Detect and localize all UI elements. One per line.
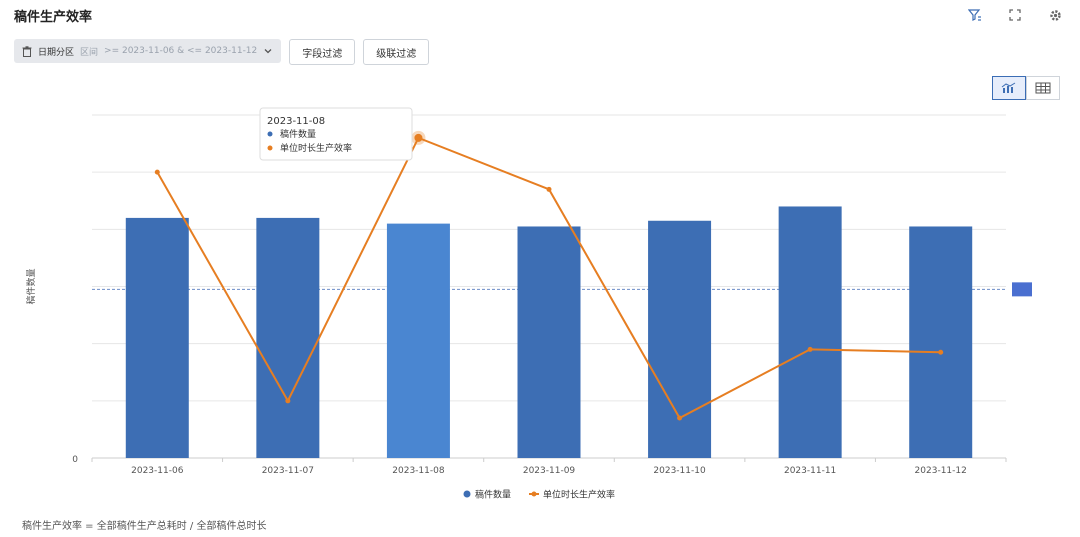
y-axis-title: 稿件数量 — [25, 268, 37, 304]
footer-note: 稿件生产效率 = 全部稿件生产总耗时 / 全部稿件总时长 — [22, 521, 267, 532]
view-switch — [992, 76, 1060, 100]
bar — [648, 220, 712, 458]
header-actions — [966, 6, 1064, 24]
line-point — [677, 415, 683, 421]
bar — [517, 226, 581, 458]
x-axis: 2023-11-06 2023-11-07 2023-11-08 2023-11-09… — [91, 458, 1007, 476]
legend-marker-dot — [531, 491, 537, 497]
line-point — [938, 349, 944, 355]
legend-label: 单位时长生产效率 — [543, 489, 615, 501]
bar — [778, 206, 842, 458]
page-title: 稿件生产效率 — [14, 10, 93, 25]
tooltip-item: 稿件数量 — [280, 128, 316, 140]
tooltip-item: 单位时长生产效率 — [280, 142, 352, 154]
field-filter-button[interactable]: 字段过滤 — [289, 39, 356, 65]
date-filter-type: 区间 — [80, 47, 99, 58]
date-filter[interactable]: 日期分区 区间 >= 2023-11-06 & <= 2023-11-12 — [14, 39, 282, 63]
line-point — [807, 346, 813, 352]
line-point — [154, 169, 160, 175]
x-tick-label: 2023-11-08 — [392, 466, 445, 476]
x-tick-label: 2023-11-09 — [523, 466, 576, 476]
line-point — [285, 398, 291, 404]
gear-icon[interactable] — [1046, 6, 1064, 24]
bar — [256, 217, 320, 458]
tooltip-marker-bar — [267, 131, 273, 137]
bar — [909, 226, 973, 458]
y-tick-label: 0 — [72, 455, 78, 465]
cascade-filter-button[interactable]: 级联过滤 — [363, 39, 430, 65]
line-series — [154, 130, 944, 421]
bar — [386, 223, 450, 458]
date-filter-label: 日期分区 — [38, 47, 75, 58]
tooltip-box — [259, 107, 413, 161]
legend-label: 稿件数量 — [475, 489, 511, 501]
filter-icon[interactable] — [966, 6, 984, 24]
trash-icon[interactable] — [22, 45, 32, 57]
tooltip-date: 2023-11-08 — [267, 116, 325, 127]
legend: 稿件数量 单位时长生产效率 — [463, 489, 615, 501]
chevron-down-icon[interactable] — [263, 46, 273, 56]
average-marker — [1012, 282, 1032, 297]
grid — [92, 114, 1006, 459]
y-axis: 0 稿件数量 — [25, 268, 78, 465]
line-point — [414, 133, 423, 142]
x-tick-label: 2023-11-11 — [784, 466, 836, 476]
bars — [125, 206, 973, 458]
x-tick-label: 2023-11-12 — [915, 466, 967, 476]
series-line — [156, 136, 941, 420]
legend-marker-bar — [463, 490, 471, 498]
line-point — [546, 186, 552, 192]
bar — [125, 217, 189, 458]
x-tick-label: 2023-11-07 — [262, 466, 314, 476]
fullscreen-icon[interactable] — [1006, 6, 1024, 24]
table-icon[interactable] — [1026, 76, 1060, 100]
x-tick-label: 2023-11-06 — [131, 466, 184, 476]
bar-line-chart-icon[interactable] — [992, 76, 1026, 100]
tooltip-marker-line — [267, 145, 273, 151]
average-line-group — [92, 282, 1032, 297]
line-point-halo — [411, 130, 426, 145]
date-filter-range: >= 2023-11-06 & <= 2023-11-12 — [104, 46, 258, 56]
filter-bar: 日期分区 区间 >= 2023-11-06 & <= 2023-11-12 字段… — [14, 39, 430, 65]
x-tick-label: 2023-11-10 — [653, 466, 706, 476]
